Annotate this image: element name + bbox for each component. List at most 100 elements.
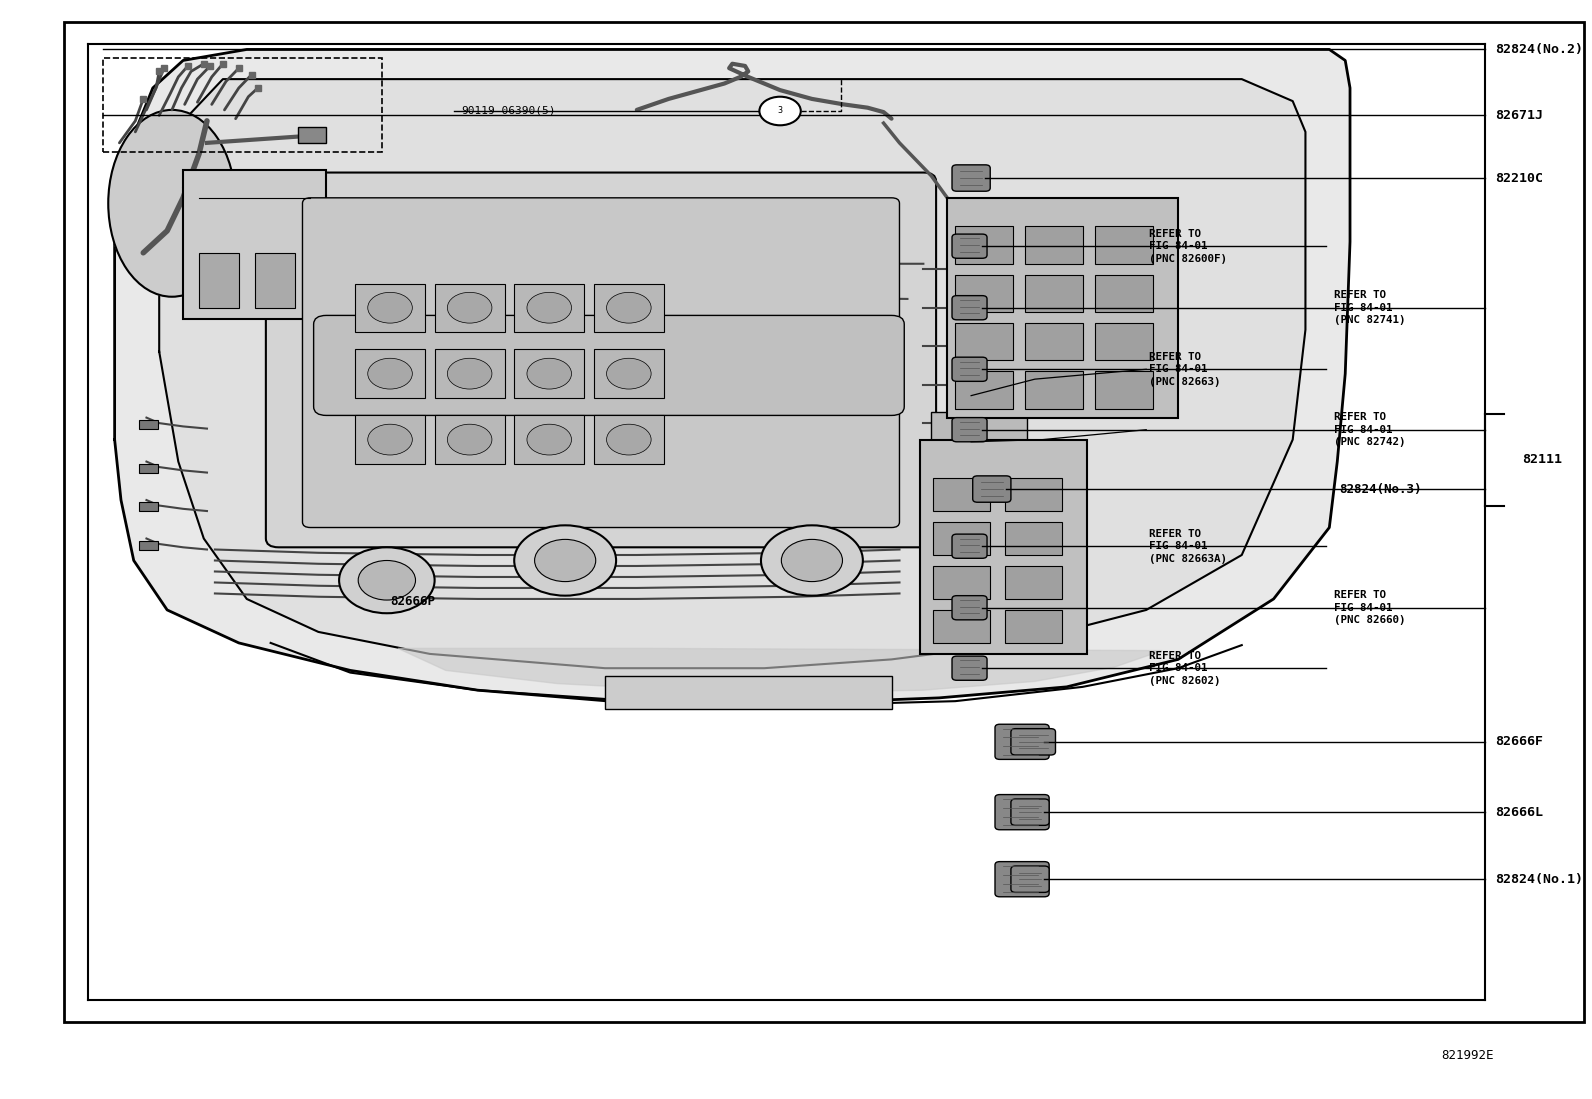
Text: 82671J: 82671J [1495, 109, 1543, 122]
Circle shape [447, 292, 492, 323]
Bar [1005, 522, 1062, 555]
Bar [1005, 610, 1062, 643]
Text: 82824(No.1): 82824(No.1) [1495, 873, 1582, 886]
Bar [514, 349, 584, 398]
Circle shape [527, 358, 572, 389]
Circle shape [607, 292, 651, 323]
Bar [955, 323, 1013, 360]
Circle shape [607, 424, 651, 455]
FancyBboxPatch shape [952, 357, 987, 381]
FancyBboxPatch shape [952, 534, 987, 558]
Bar [514, 284, 584, 332]
Text: 82111: 82111 [1522, 453, 1562, 466]
Bar [139, 420, 158, 429]
Bar [355, 284, 425, 332]
FancyBboxPatch shape [952, 418, 987, 442]
Circle shape [368, 292, 412, 323]
Text: 82824(No.2): 82824(No.2) [1495, 43, 1582, 56]
FancyBboxPatch shape [995, 795, 1049, 830]
Circle shape [535, 540, 595, 581]
Bar [955, 275, 1013, 312]
Bar [933, 610, 990, 643]
Text: REFER TO
FIG 84-01
(PNC 82741): REFER TO FIG 84-01 (PNC 82741) [1334, 290, 1406, 325]
Circle shape [527, 292, 572, 323]
Circle shape [514, 525, 616, 596]
Bar [435, 349, 505, 398]
Circle shape [339, 547, 435, 613]
FancyBboxPatch shape [1011, 866, 1049, 892]
FancyBboxPatch shape [302, 198, 899, 528]
FancyBboxPatch shape [952, 234, 987, 258]
Bar [931, 484, 1011, 528]
Bar [933, 566, 990, 599]
Bar [435, 415, 505, 464]
FancyBboxPatch shape [952, 296, 987, 320]
FancyBboxPatch shape [973, 476, 1011, 502]
Text: 82210C: 82210C [1495, 171, 1543, 185]
Text: 82666L: 82666L [1495, 806, 1543, 819]
Bar [1095, 323, 1153, 360]
Bar [298, 127, 326, 143]
Bar [355, 349, 425, 398]
Circle shape [447, 358, 492, 389]
Bar [103, 58, 382, 152]
Bar [594, 349, 664, 398]
FancyBboxPatch shape [952, 596, 987, 620]
Circle shape [607, 358, 651, 389]
Polygon shape [159, 79, 1305, 668]
Bar [955, 226, 1013, 264]
Bar [255, 253, 295, 308]
Text: REFER TO
FIG 84-01
(PNC 82663): REFER TO FIG 84-01 (PNC 82663) [1149, 352, 1221, 387]
Bar [931, 412, 1027, 478]
Bar [1025, 323, 1083, 360]
Bar [435, 284, 505, 332]
Bar [355, 415, 425, 464]
Text: REFER TO
FIG 84-01
(PNC 82600F): REFER TO FIG 84-01 (PNC 82600F) [1149, 229, 1227, 264]
FancyBboxPatch shape [1011, 729, 1055, 755]
Ellipse shape [108, 110, 236, 297]
Bar [947, 198, 1178, 418]
Circle shape [782, 540, 842, 581]
Text: 82666P: 82666P [390, 595, 435, 608]
Bar [183, 170, 326, 319]
FancyBboxPatch shape [952, 165, 990, 191]
Circle shape [527, 424, 572, 455]
FancyBboxPatch shape [995, 862, 1049, 897]
Circle shape [368, 358, 412, 389]
Polygon shape [115, 49, 1350, 703]
Bar [933, 478, 990, 511]
Bar [1025, 371, 1083, 409]
FancyBboxPatch shape [314, 315, 904, 415]
Bar [139, 541, 158, 550]
Text: 90119-06390(5): 90119-06390(5) [462, 106, 556, 116]
Text: REFER TO
FIG 84-01
(PNC 82742): REFER TO FIG 84-01 (PNC 82742) [1334, 412, 1406, 447]
Text: 3: 3 [777, 107, 783, 115]
Bar [199, 253, 239, 308]
Bar [933, 522, 990, 555]
Bar [1095, 275, 1153, 312]
Bar [1005, 478, 1062, 511]
Bar [1025, 226, 1083, 264]
Bar [605, 676, 892, 709]
Text: REFER TO
FIG 84-01
(PNC 82663A): REFER TO FIG 84-01 (PNC 82663A) [1149, 529, 1227, 564]
Circle shape [368, 424, 412, 455]
Bar [920, 440, 1087, 654]
Bar [1095, 226, 1153, 264]
Bar [514, 415, 584, 464]
Text: 821992E: 821992E [1441, 1048, 1493, 1062]
Circle shape [761, 525, 863, 596]
FancyBboxPatch shape [952, 656, 987, 680]
Bar [1005, 566, 1062, 599]
Circle shape [759, 97, 801, 125]
Bar [139, 464, 158, 473]
Circle shape [447, 424, 492, 455]
FancyBboxPatch shape [266, 173, 936, 547]
Text: REFER TO
FIG 84-01
(PNC 82602): REFER TO FIG 84-01 (PNC 82602) [1149, 651, 1221, 686]
Text: 82824(No.3): 82824(No.3) [1339, 482, 1422, 496]
Bar [1095, 371, 1153, 409]
Text: 82666F: 82666F [1495, 735, 1543, 748]
FancyBboxPatch shape [995, 724, 1049, 759]
Bar [955, 371, 1013, 409]
Bar [594, 284, 664, 332]
Circle shape [358, 560, 416, 600]
